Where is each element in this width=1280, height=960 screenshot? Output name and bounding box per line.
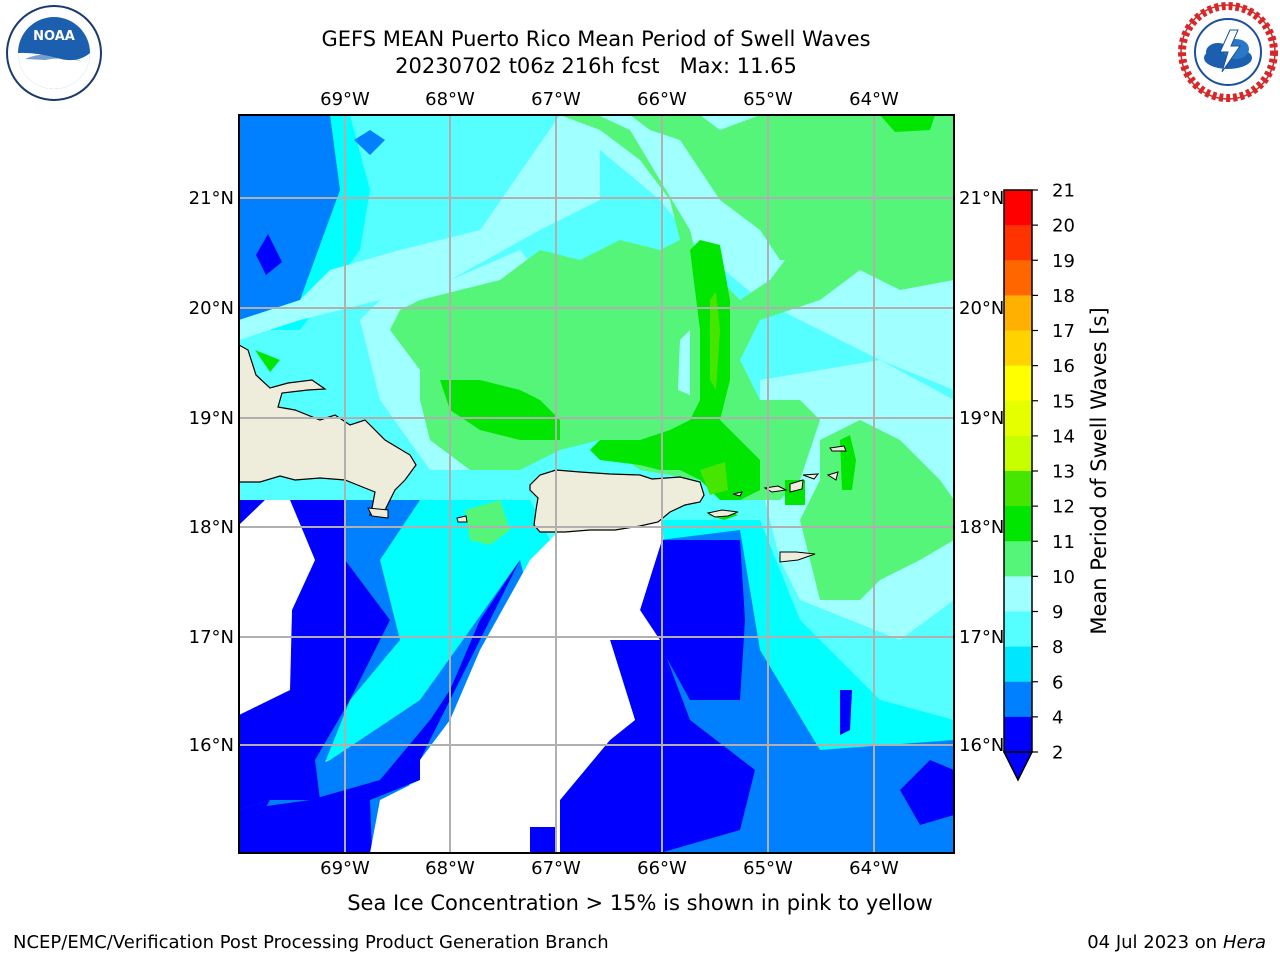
sea-ice-note: Sea Ice Concentration > 15% is shown in … (347, 891, 933, 915)
colorbar-tick-label: 17 (1052, 321, 1075, 342)
lon-label: 67°W (531, 89, 581, 110)
colorbar-tick-label: 2 (1052, 743, 1063, 764)
lon-label: 66°W (637, 89, 687, 110)
colorbar-tick-label: 15 (1052, 391, 1075, 412)
lat-label: 17°N (959, 627, 1004, 648)
lat-labels-left: 21°N 20°N 19°N 18°N 17°N 16°N (189, 188, 234, 756)
colorbar-cell (1004, 260, 1032, 296)
colorbar-tick-labels: 21 20 19 18 17 16 15 14 13 12 11 10 9 8 6 4 2 (1032, 181, 1075, 764)
colorbar-tick-label: 16 (1052, 356, 1075, 377)
colorbar-cell (1004, 646, 1032, 683)
colorbar-cell (1004, 681, 1032, 718)
map-frame (238, 114, 955, 854)
lat-label: 21°N (959, 188, 1004, 209)
colorbar-cell (1004, 471, 1032, 507)
colorbar-tick-label: 4 (1052, 707, 1063, 728)
footer-machine: Hera (1222, 932, 1266, 953)
colorbar-tick-label: 18 (1052, 286, 1075, 307)
colorbar-cell (1004, 506, 1032, 542)
colorbar-cell (1004, 400, 1032, 437)
lon-label: 69°W (320, 858, 370, 879)
colorbar-tick-label: 12 (1052, 497, 1075, 518)
nws-logo (1178, 2, 1278, 102)
colorbar-tick-label: 9 (1052, 602, 1063, 623)
lon-label: 69°W (320, 89, 370, 110)
lon-labels-bottom: 69°W 68°W 67°W 66°W 65°W 64°W (320, 858, 899, 879)
colorbar-tick-label: 14 (1052, 426, 1075, 447)
colorbar-tick-label: 19 (1052, 251, 1075, 272)
colorbar-tick-label: 8 (1052, 637, 1063, 658)
colorbar-cell (1004, 541, 1032, 577)
noaa-logo-text: NOAA (33, 29, 75, 44)
lon-labels-top: 69°W 68°W 67°W 66°W 65°W 64°W (320, 89, 899, 110)
footer-date-text: 04 Jul 2023 on (1087, 932, 1223, 953)
colorbar-extend-arrow (1002, 751, 1034, 782)
colorbar-cell (1004, 190, 1032, 226)
lat-label: 18°N (189, 517, 234, 538)
lat-label: 20°N (959, 298, 1004, 319)
footer-date: 04 Jul 2023 on Hera (1087, 932, 1266, 953)
lon-label: 65°W (743, 89, 793, 110)
lon-label: 68°W (425, 858, 475, 879)
lon-label: 68°W (425, 89, 475, 110)
colorbar-cell (1004, 716, 1032, 753)
colorbar-tick-label: 11 (1052, 532, 1075, 553)
noaa-logo: NOAA (6, 5, 102, 101)
colorbar-tick-label: 20 (1052, 216, 1075, 237)
colorbar-tick-label: 10 (1052, 567, 1075, 588)
colorbar-cell (1004, 611, 1032, 648)
chart-subtitle-run: 20230702 t06z 216h fcst Max: 11.65 (395, 54, 797, 78)
lat-label: 18°N (959, 517, 1004, 538)
lon-label: 65°W (743, 858, 793, 879)
lat-label: 17°N (189, 627, 234, 648)
colorbar-cell (1004, 295, 1032, 331)
lat-label: 19°N (959, 408, 1004, 429)
colorbar-cell (1004, 435, 1032, 472)
colorbar-cell (1004, 576, 1032, 612)
colorbar-tick-label: 21 (1052, 181, 1075, 202)
lat-labels-right: 21°N 20°N 19°N 18°N 17°N 16°N (959, 188, 1004, 756)
chart-title: GEFS MEAN Puerto Rico Mean Period of Swe… (321, 27, 871, 51)
lon-label: 64°W (849, 89, 899, 110)
lat-label: 21°N (189, 188, 234, 209)
colorbar-cell (1004, 330, 1032, 367)
colorbar-tick-label: 6 (1052, 672, 1063, 693)
graticule (239, 115, 954, 853)
lon-label: 64°W (849, 858, 899, 879)
colorbar-tick-label: 13 (1052, 462, 1075, 483)
footer-credit: NCEP/EMC/Verification Post Processing Pr… (13, 932, 609, 953)
lat-label: 19°N (189, 408, 234, 429)
colorbar-cell (1004, 365, 1032, 402)
colorbar (1002, 189, 1034, 782)
colorbar-cell (1004, 225, 1032, 261)
lon-label: 66°W (637, 858, 687, 879)
lon-label: 67°W (531, 858, 581, 879)
land (238, 343, 847, 563)
lat-label: 16°N (959, 735, 1004, 756)
colorbar-label: Mean Period of Swell Waves [s] (1087, 307, 1111, 634)
lat-label: 16°N (189, 735, 234, 756)
lat-label: 20°N (189, 298, 234, 319)
